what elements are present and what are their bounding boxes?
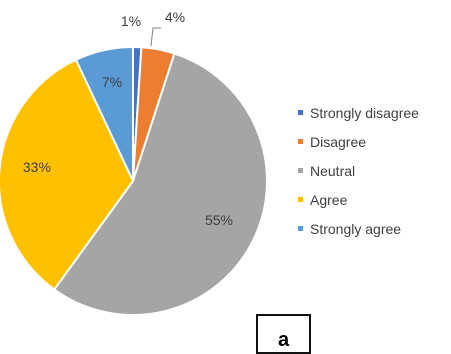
pie-slice-agree bbox=[0, 58, 135, 291]
legend-item-disagree: Disagree bbox=[298, 127, 419, 156]
pie-chart: 1% 4% 55% 33% 7% bbox=[0, 9, 268, 316]
legend-label: Strongly disagree bbox=[310, 104, 419, 121]
legend-swatch-strongly-agree bbox=[298, 226, 303, 231]
legend-label: Strongly agree bbox=[310, 220, 402, 237]
pie-slice-strongly-agree bbox=[74, 45, 134, 182]
legend-label: Disagree bbox=[310, 133, 367, 150]
data-label-disagree: 4% bbox=[165, 9, 185, 25]
data-label-strongly-disagree: 1% bbox=[121, 13, 141, 29]
panel-label: a bbox=[277, 329, 290, 351]
leader-line bbox=[150, 27, 161, 47]
data-label-neutral: 55% bbox=[205, 212, 233, 228]
legend-item-agree: Agree bbox=[298, 185, 419, 214]
legend-swatch-disagree bbox=[298, 139, 303, 144]
data-label-strongly-agree: 7% bbox=[102, 74, 122, 90]
legend-item-strongly-disagree: Strongly disagree bbox=[298, 98, 419, 127]
panel-label-box: a bbox=[256, 314, 311, 354]
pie-slice-neutral bbox=[52, 52, 268, 316]
legend-item-strongly-agree: Strongly agree bbox=[298, 214, 419, 243]
legend-item-neutral: Neutral bbox=[298, 156, 419, 185]
legend-label: Neutral bbox=[310, 162, 356, 179]
legend-swatch-neutral bbox=[298, 168, 303, 173]
legend-label: Agree bbox=[310, 191, 348, 208]
legend: Strongly disagree Disagree Neutral Agree… bbox=[298, 98, 419, 243]
data-label-agree: 33% bbox=[23, 159, 51, 175]
legend-swatch-agree bbox=[298, 197, 303, 202]
legend-swatch-strongly-disagree bbox=[298, 110, 303, 115]
